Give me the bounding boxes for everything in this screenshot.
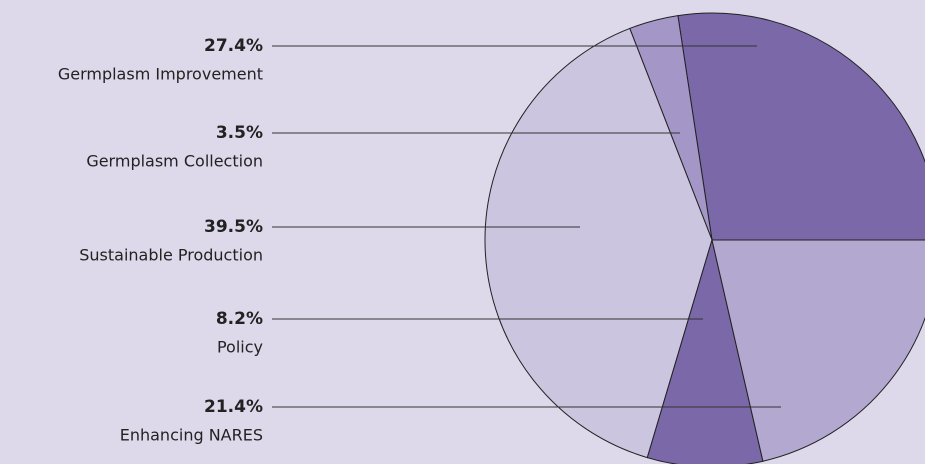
pie-slice — [677, 12, 925, 241]
value-label: 8.2% — [216, 309, 263, 329]
category-label: Policy — [217, 338, 263, 357]
pie-slice — [484, 27, 713, 459]
value-label: 3.5% — [216, 123, 263, 143]
category-label: Germplasm Improvement — [58, 65, 263, 84]
category-label: Germplasm Collection — [86, 152, 263, 171]
value-label: 21.4% — [204, 397, 263, 417]
category-label: Enhancing NARES — [120, 426, 263, 445]
value-label: 39.5% — [204, 217, 263, 237]
value-label: 27.4% — [204, 36, 263, 56]
pie-slice — [711, 239, 925, 462]
pie-slice — [646, 238, 764, 464]
category-label: Sustainable Production — [79, 246, 263, 265]
